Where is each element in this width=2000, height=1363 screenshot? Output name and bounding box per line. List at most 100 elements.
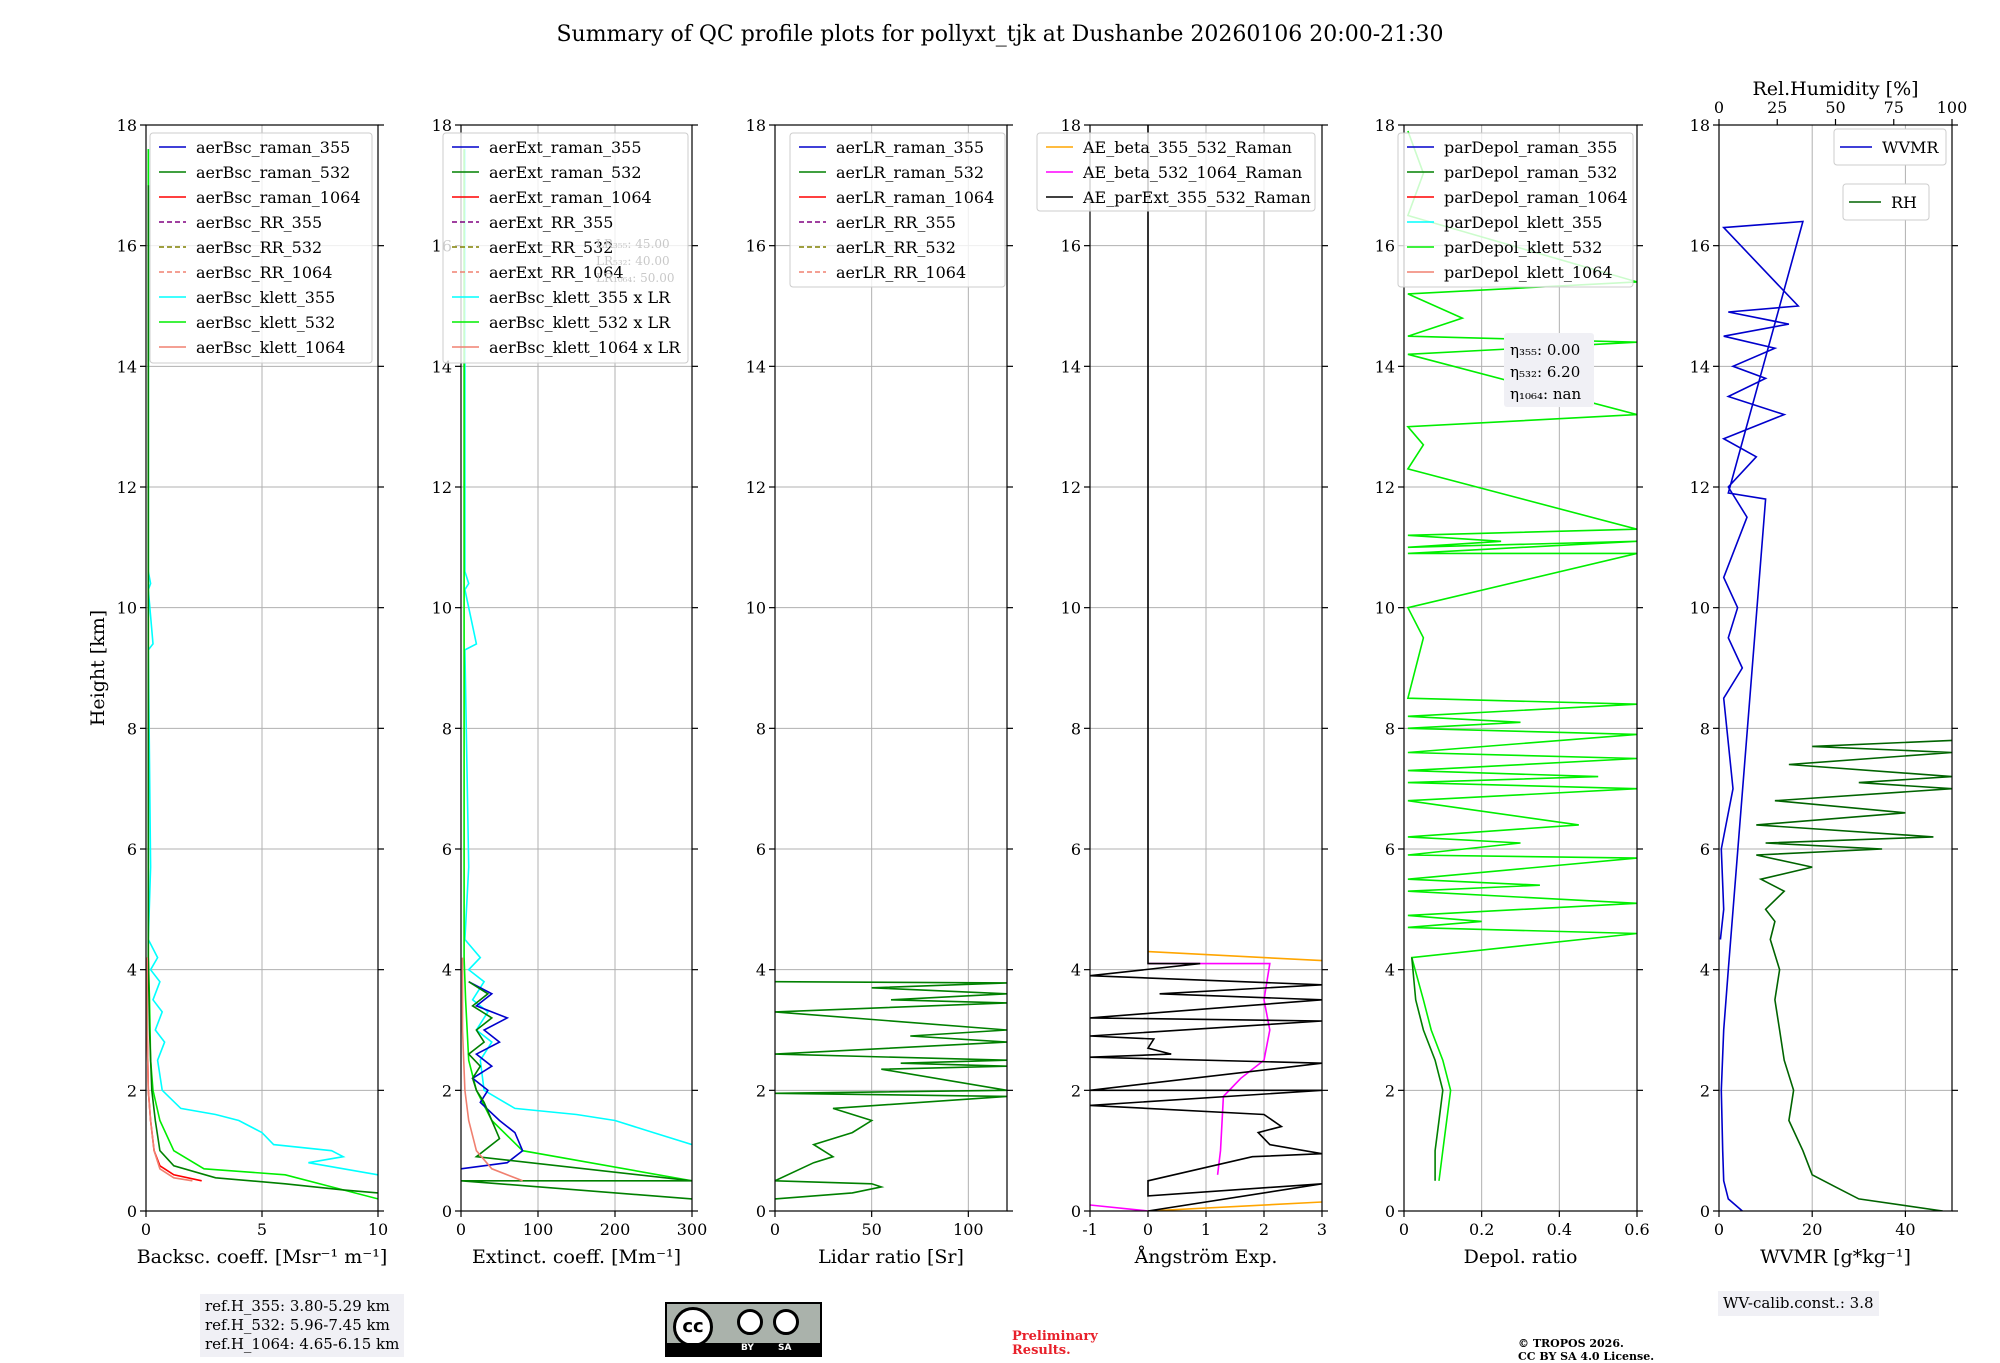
legend-entry: parDepol_raman_355 [1444, 138, 1617, 157]
x-tick-label: 2 [1259, 1220, 1269, 1239]
ref-height-355: ref.H_355: 3.80-5.29 km [205, 1297, 390, 1315]
wv-calib-const: WV-calib.const.: 3.8 [1723, 1294, 1874, 1312]
axes-frame [1718, 124, 1953, 1212]
x-tick-label: 40 [1895, 1220, 1915, 1239]
x-tick-label: 1 [1201, 1220, 1211, 1239]
top-x-tick-label: 25 [1767, 98, 1787, 117]
legend-entry: aerExt_RR_1064 [489, 263, 624, 282]
legend-entry: aerLR_RR_355 [836, 213, 956, 232]
axes-frame [460, 124, 693, 1212]
wv-calib-box: WV-calib.const.: 3.8 [1718, 1291, 1879, 1316]
legend-entry: AE_beta_532_1064_Raman [1082, 163, 1302, 182]
legend-entry: aerLR_RR_1064 [836, 263, 966, 282]
legend-entry-rh: RH [1891, 193, 1917, 212]
eta-label: η₅₃₂: 6.20 [1510, 363, 1580, 381]
y-tick-label: 2 [127, 1081, 137, 1100]
y-tick-label: 18 [746, 116, 766, 135]
y-tick-label: 4 [127, 961, 137, 980]
y-tick-label: 4 [442, 961, 452, 980]
y-tick-label: 2 [1385, 1081, 1395, 1100]
series-line-aerBsc_raman_532 [147, 185, 378, 1194]
x-axis-label: Depol. ratio [1464, 1246, 1578, 1268]
lr-label: LR₅₃₂: 40.00 [596, 254, 670, 268]
cc-logo-icon: cc [673, 1307, 713, 1347]
top-x-tick-label: 75 [1884, 98, 1904, 117]
legend-entry: aerBsc_klett_355 [196, 288, 335, 307]
x-tick-label: 0 [1714, 1220, 1724, 1239]
legend-box-wvmr [1833, 128, 1947, 166]
series-line-WVMR [1719, 220, 1804, 1211]
x-tick-label: 5 [257, 1220, 267, 1239]
legend-entry: aerBsc_RR_355 [196, 213, 322, 232]
x-tick-label: 50 [861, 1220, 881, 1239]
y-tick-label: 16 [1061, 237, 1081, 256]
legend-box [789, 132, 1006, 288]
y-tick-label: 18 [117, 116, 137, 135]
series-group [775, 980, 1007, 1200]
y-tick-label: 18 [432, 116, 452, 135]
legend-box [442, 132, 689, 364]
series-group [1719, 220, 1952, 1211]
x-axis-label: Lidar ratio [Sr] [818, 1246, 964, 1268]
y-tick-label: 10 [117, 599, 137, 618]
attribution-person-icon [737, 1309, 763, 1335]
y-tick-label: 4 [1071, 961, 1081, 980]
x-tick-label: 0 [770, 1220, 780, 1239]
y-tick-label: 16 [746, 237, 766, 256]
top-x-tick-label: 100 [1937, 98, 1968, 117]
x-tick-label: 0.4 [1547, 1220, 1572, 1239]
legend-entry: aerExt_RR_532 [489, 238, 613, 257]
legend-entry: aerExt_raman_1064 [489, 188, 652, 207]
cc-sa-label: SA [778, 1343, 792, 1353]
series-line-aerBsc_klett_532 x LR [463, 149, 692, 1182]
y-tick-label: 8 [1700, 719, 1710, 738]
y-tick-label: 8 [756, 719, 766, 738]
series-line-aerExt_raman_532 [461, 981, 692, 1200]
series-line-aerBsc_klett_1064 [146, 957, 193, 1182]
y-tick-label: 6 [1071, 840, 1081, 859]
series-line-aerBsc_raman_1064 [146, 957, 202, 1182]
y-tick-label: 8 [1071, 719, 1081, 738]
y-tick-label: 18 [1375, 116, 1395, 135]
y-tick-label: 8 [127, 719, 137, 738]
y-tick-label: 6 [1700, 840, 1710, 859]
y-tick-label: 2 [1071, 1081, 1081, 1100]
copyright-line-2: CC BY SA 4.0 License. [1518, 1350, 1655, 1363]
legend-entry: aerBsc_RR_532 [196, 238, 322, 257]
legend-entry: aerLR_raman_1064 [836, 188, 994, 207]
y-tick-label: 0 [127, 1202, 137, 1221]
legend-entry: aerBsc_raman_1064 [196, 188, 361, 207]
panel-1: 0 2 4 6 8 10 12 14 16 18 0 5 10 Backsc. coeff. [Msr⁻¹… [87, 116, 388, 1268]
legend-entry: AE_parExt_355_532_Raman [1082, 188, 1311, 207]
y-tick-label: 6 [1385, 840, 1395, 859]
ref-height-1064: ref.H_1064: 4.65-6.15 km [205, 1335, 400, 1353]
ref-height-532: ref.H_532: 5.96-7.45 km [205, 1316, 390, 1334]
y-tick-label: 0 [1700, 1202, 1710, 1221]
lr-label: LR₃₅₅: 45.00 [596, 237, 670, 251]
y-tick-label: 16 [1690, 237, 1710, 256]
legend-entry: AE_beta_355_532_Raman [1082, 138, 1292, 157]
legend-entry: aerBsc_raman_355 [196, 138, 350, 157]
y-tick-label: 4 [1385, 961, 1395, 980]
y-tick-label: 8 [1385, 719, 1395, 738]
y-tick-label: 12 [1061, 478, 1081, 497]
legend-entry: parDepol_klett_532 [1444, 238, 1602, 257]
series-line-parDepol_klett_532 [1406, 130, 1637, 1181]
legend-entry: aerExt_raman_355 [489, 138, 642, 157]
y-tick-label: 18 [1061, 116, 1081, 135]
lr-label: LR₁₀₆₄: 50.00 [596, 271, 674, 285]
y-tick-label: 12 [117, 478, 137, 497]
legend-entry: aerLR_raman_355 [836, 138, 984, 157]
legend-entry: aerLR_raman_532 [836, 163, 984, 182]
legend-entry: aerExt_RR_355 [489, 213, 613, 232]
y-tick-label: 6 [756, 840, 766, 859]
figure-title: Summary of QC profile plots for pollyxt_… [556, 22, 1444, 47]
legend-entry: aerBsc_RR_1064 [196, 263, 332, 282]
y-tick-label: 10 [1690, 599, 1710, 618]
x-tick-label: 0.2 [1469, 1220, 1494, 1239]
x-tick-label: 0 [1143, 1220, 1153, 1239]
y-tick-label: 10 [432, 599, 452, 618]
series-line-AE_beta_532_1064_Raman_low [1090, 1204, 1149, 1211]
legend-entry: parDepol_klett_355 [1444, 213, 1602, 232]
